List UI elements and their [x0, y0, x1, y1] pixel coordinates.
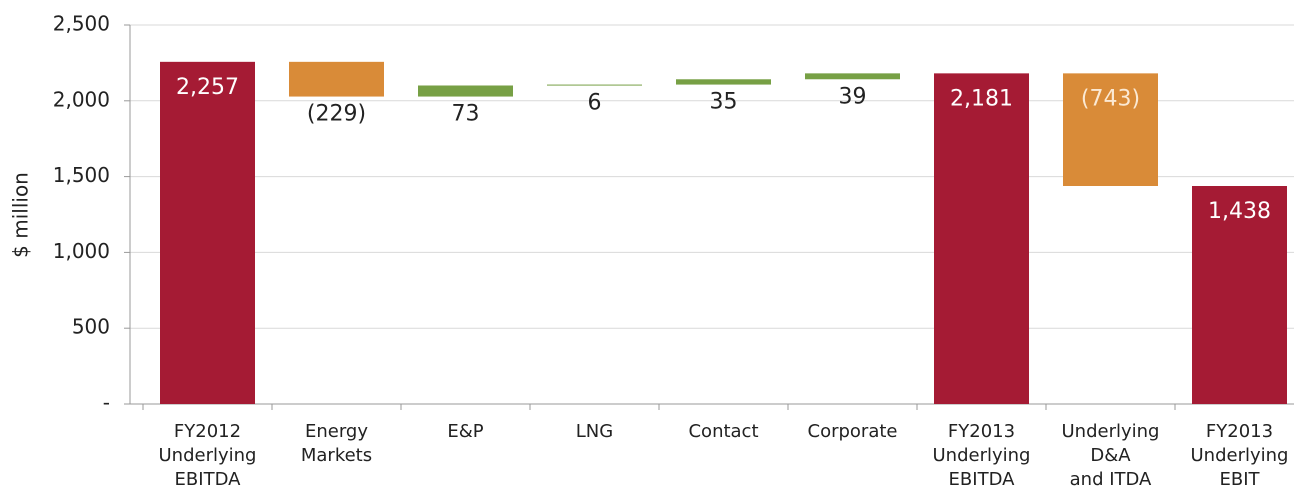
- bar: [160, 61, 255, 404]
- x-tick-label: EBIT: [1219, 469, 1260, 490]
- bar: [418, 85, 513, 97]
- bar: [289, 61, 384, 97]
- x-tick-label: Corporate: [808, 421, 898, 442]
- x-tick-label: Underlying: [1062, 421, 1160, 442]
- bar: [805, 73, 900, 80]
- y-tick-label: 2,500: [53, 12, 110, 36]
- x-tick-label: Markets: [301, 445, 372, 466]
- data-label: 2,181: [950, 86, 1013, 111]
- y-tick-label: 500: [72, 315, 110, 339]
- data-label: 1,438: [1208, 199, 1271, 224]
- x-tick-label: Underlying: [159, 445, 257, 466]
- x-tick-label: FY2013: [1206, 421, 1273, 442]
- x-tick-label: Energy: [305, 421, 368, 442]
- y-tick-label: -: [103, 391, 110, 415]
- x-tick-label: EBITDA: [175, 469, 242, 490]
- data-label: 35: [710, 90, 738, 115]
- y-tick-label: 1,500: [53, 163, 110, 187]
- bar: [547, 84, 642, 86]
- y-tick-label: 1,000: [53, 239, 110, 263]
- bar: [934, 73, 1029, 404]
- data-label: 39: [839, 84, 867, 109]
- x-tick-label: Underlying: [1191, 445, 1289, 466]
- data-label: 73: [452, 102, 480, 127]
- bar: [1192, 185, 1287, 404]
- x-tick-label: Contact: [688, 421, 758, 442]
- x-tick-label: FY2012: [174, 421, 241, 442]
- x-tick-label: E&P: [447, 421, 483, 442]
- y-axis-label: $ million: [9, 172, 33, 258]
- data-label: (229): [307, 102, 366, 127]
- x-tick-label: D&A: [1090, 445, 1131, 466]
- x-tick-label: EBITDA: [949, 469, 1016, 490]
- data-label: 6: [588, 90, 602, 115]
- x-tick-label: Underlying: [933, 445, 1031, 466]
- data-label: (743): [1081, 86, 1140, 111]
- bar: [676, 79, 771, 85]
- bar: [1063, 73, 1158, 186]
- y-tick-label: 2,000: [53, 87, 110, 111]
- x-tick-label: LNG: [576, 421, 613, 442]
- data-label: 2,257: [176, 75, 239, 100]
- x-tick-label: FY2013: [948, 421, 1015, 442]
- x-tick-label: and ITDA: [1070, 469, 1152, 490]
